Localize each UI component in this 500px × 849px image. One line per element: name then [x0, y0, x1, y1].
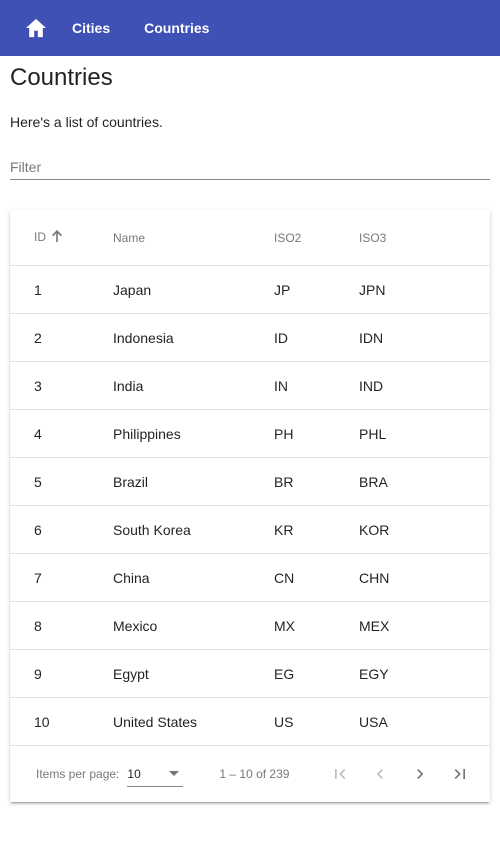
cell-id: 1	[10, 265, 113, 314]
column-header-iso2[interactable]: ISO2	[274, 210, 359, 266]
pager-buttons	[320, 754, 480, 794]
cell-iso3: PHL	[359, 409, 490, 458]
column-header-label: ID	[34, 229, 46, 244]
first-page-button[interactable]	[320, 754, 360, 794]
last-page-icon	[454, 769, 465, 779]
cell-id: 5	[10, 457, 113, 506]
items-per-page-label: Items per page:	[36, 767, 120, 781]
cell-id: 10	[10, 697, 113, 746]
previous-page-button[interactable]	[360, 754, 400, 794]
dropdown-arrow-icon	[169, 771, 180, 776]
cell-name: Japan	[113, 265, 274, 314]
cell-iso3: EGY	[359, 649, 490, 698]
table-body: 1 Japan JP JPN 2 Indonesia ID IDN 3 India IN IND 4 Ph…	[10, 265, 490, 746]
cell-iso2: ID	[274, 313, 359, 362]
cell-id: 9	[10, 649, 113, 698]
cell-iso3: IND	[359, 361, 490, 410]
cell-name: India	[113, 361, 274, 410]
page-description: Here's a list of countries.	[10, 114, 163, 130]
chevron-right-icon	[417, 769, 424, 779]
table-row[interactable]: 7 China CN CHN	[10, 553, 490, 602]
table-row[interactable]: 3 India IN IND	[10, 361, 490, 410]
cell-name: United States	[113, 697, 274, 746]
cell-iso2: MX	[274, 601, 359, 650]
chevron-left-icon	[376, 769, 383, 779]
table-header-row: ID Name ISO2 ISO3	[10, 210, 490, 266]
cell-id: 6	[10, 505, 113, 554]
table-row[interactable]: 8 Mexico MX MEX	[10, 601, 490, 650]
cell-id: 4	[10, 409, 113, 458]
arrow-up-icon	[52, 230, 62, 245]
cell-iso3: BRA	[359, 457, 490, 506]
column-header-name[interactable]: Name	[113, 210, 274, 266]
nav-link-countries[interactable]: Countries	[144, 20, 210, 36]
table-row[interactable]: 6 South Korea KR KOR	[10, 505, 490, 554]
cell-iso2: IN	[274, 361, 359, 410]
cell-iso3: CHN	[359, 553, 490, 602]
cell-iso3: JPN	[359, 265, 490, 314]
items-per-page-select[interactable]: 10	[127, 762, 184, 787]
column-header-iso3[interactable]: ISO3	[359, 210, 490, 266]
page-title: Countries	[10, 64, 113, 91]
top-toolbar: Cities Countries	[0, 0, 500, 56]
filter-field	[10, 158, 490, 180]
cell-iso2: BR	[274, 457, 359, 506]
cell-name: Philippines	[113, 409, 274, 458]
main-content: Countries Here's a list of countries. ID…	[0, 64, 500, 802]
table-row[interactable]: 5 Brazil BR BRA	[10, 457, 490, 506]
cell-id: 3	[10, 361, 113, 410]
table-row[interactable]: 1 Japan JP JPN	[10, 265, 490, 314]
table-row[interactable]: 9 Egypt EG EGY	[10, 649, 490, 698]
cell-iso2: US	[274, 697, 359, 746]
cell-id: 7	[10, 553, 113, 602]
cell-name: Mexico	[113, 601, 274, 650]
cell-iso3: IDN	[359, 313, 490, 362]
table-row[interactable]: 2 Indonesia ID IDN	[10, 313, 490, 362]
nav-link-cities[interactable]: Cities	[72, 20, 111, 36]
cell-id: 2	[10, 313, 113, 362]
first-page-icon	[335, 769, 346, 779]
cell-iso3: KOR	[359, 505, 490, 554]
cell-iso3: MEX	[359, 601, 490, 650]
home-button[interactable]	[24, 16, 48, 40]
cell-name: South Korea	[113, 505, 274, 554]
items-per-page-value: 10	[127, 766, 141, 781]
filter-input[interactable]	[10, 158, 490, 176]
cell-id: 8	[10, 601, 113, 650]
cell-name: Egypt	[113, 649, 274, 698]
cell-iso2: PH	[274, 409, 359, 458]
cell-name: Indonesia	[113, 313, 274, 362]
cell-name: Brazil	[113, 457, 274, 506]
table-row[interactable]: 10 United States US USA	[10, 697, 490, 746]
last-page-button[interactable]	[440, 754, 480, 794]
cell-iso2: CN	[274, 553, 359, 602]
cell-name: China	[113, 553, 274, 602]
range-label: 1 – 10 of 239	[219, 767, 290, 781]
next-page-button[interactable]	[400, 754, 440, 794]
countries-table-card: ID Name ISO2 ISO3 1 Japan JP JPN 2 Indonesia I…	[10, 210, 490, 802]
cell-iso2: JP	[274, 265, 359, 314]
cell-iso2: EG	[274, 649, 359, 698]
column-header-id[interactable]: ID	[10, 210, 113, 266]
cell-iso3: USA	[359, 697, 490, 746]
countries-table: ID Name ISO2 ISO3 1 Japan JP JPN 2 Indonesia I…	[10, 210, 490, 746]
paginator: Items per page: 10 1 – 10 of 239	[10, 746, 490, 802]
table-row[interactable]: 4 Philippines PH PHL	[10, 409, 490, 458]
home-icon	[26, 18, 46, 38]
cell-iso2: KR	[274, 505, 359, 554]
